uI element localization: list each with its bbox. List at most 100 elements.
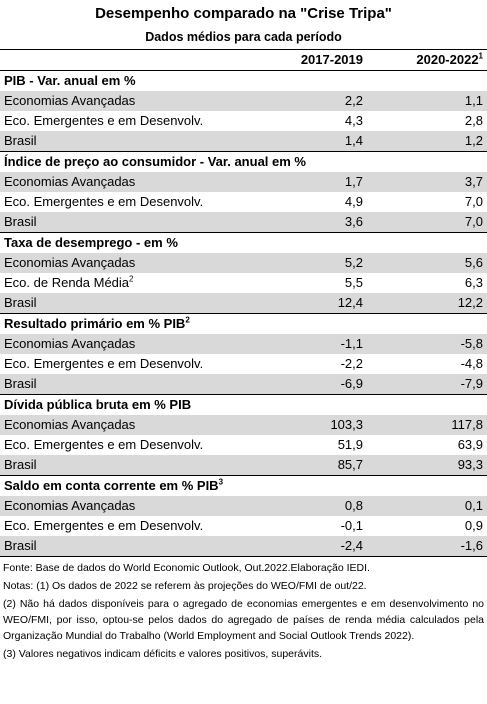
value-cell: 4,3	[344, 113, 363, 128]
label: Eco. de Renda Média	[4, 275, 130, 290]
value-cell: 12,4	[265, 293, 367, 314]
row-label: Economias Avançadas	[0, 496, 265, 516]
footnote: Notas: (1) Os dados de 2022 se referem à…	[3, 580, 367, 592]
data-row: Eco. Emergentes e em Desenvolv. 4,9 7,0	[0, 192, 487, 212]
column-label: 2017-2019	[300, 52, 363, 67]
section-title: Taxa de desemprego - em %	[0, 232, 487, 253]
value-cell: 5,5	[344, 275, 363, 290]
value-cell: 12,2	[367, 293, 487, 314]
value-cell: 2,2	[265, 91, 367, 111]
section-label: Resultado primário em % PIB	[4, 316, 186, 331]
data-row: Eco. Emergentes e em Desenvolv. -2,2 -4,8	[0, 354, 487, 374]
section-row: Taxa de desemprego - em %	[0, 232, 487, 253]
value-cell: -2,4	[265, 536, 367, 557]
data-row: Brasil -2,4 -1,6	[0, 536, 487, 557]
section-title: Dívida pública bruta em % PIB	[0, 394, 487, 415]
note-mark: 1	[478, 51, 483, 61]
value-cell: -1,6	[367, 536, 487, 557]
row-label: Economias Avançadas	[0, 172, 265, 192]
data-row: Economias Avançadas 5,2 5,6	[0, 253, 487, 273]
value-cell: -6,9	[265, 374, 367, 395]
value-cell: 0,9	[464, 518, 483, 533]
value-cell: 1,1	[367, 91, 487, 111]
label: Brasil	[4, 214, 37, 229]
label: Eco. Emergentes e em Desenvolv.	[4, 194, 204, 209]
label: Economias Avançadas	[4, 93, 136, 108]
footnote: (3) Valores negativos indicam déficits e…	[3, 648, 323, 660]
page: Desempenho comparado na "Crise Tripa" Da…	[0, 5, 487, 660]
column-header: 2020-20221	[367, 49, 487, 71]
label: Brasil	[4, 133, 37, 148]
value-cell: -4,8	[460, 356, 483, 371]
label: Brasil	[4, 457, 37, 472]
value-cell: -7,9	[367, 374, 487, 395]
footnote: (2) Não há dados disponíveis para o agre…	[3, 598, 484, 642]
section-title: Resultado primário em % PIB2	[0, 313, 487, 334]
data-row: Brasil 3,6 7,0	[0, 212, 487, 233]
value-cell: 1,7	[265, 172, 367, 192]
section-row: Saldo em conta corrente em % PIB3	[0, 475, 487, 496]
table: 2017-2019 2020-20221 PIB - Var. anual em %…	[0, 49, 487, 557]
value-cell: 85,7	[265, 455, 367, 476]
label: Economias Avançadas	[4, 417, 136, 432]
data-row: Eco. Emergentes e em Desenvolv. 51,9 63,9	[0, 435, 487, 455]
section-row: Índice de preço ao consumidor - Var. anu…	[0, 151, 487, 172]
footnote: Fonte: Base de dados do World Economic O…	[3, 562, 370, 574]
value-cell: -1,1	[265, 334, 367, 354]
section-row: Dívida pública bruta em % PIB	[0, 394, 487, 415]
value-cell: 6,3	[464, 275, 483, 290]
value-cell: 5,2	[265, 253, 367, 273]
header-row: 2017-2019 2020-20221	[0, 49, 487, 71]
data-row: Economias Avançadas 0,8 0,1	[0, 496, 487, 516]
value-cell: 7,0	[464, 194, 483, 209]
data-row: Brasil 1,4 1,2	[0, 131, 487, 152]
value-cell: -2,2	[340, 356, 363, 371]
section-label: Taxa de desemprego - em %	[4, 235, 178, 250]
row-label: Eco. de Renda Média2	[0, 273, 265, 293]
section-row: PIB - Var. anual em %	[0, 70, 487, 91]
row-label: Economias Avançadas	[0, 334, 265, 354]
value-cell: -0,1	[340, 518, 363, 533]
row-label: Brasil	[0, 131, 265, 152]
value-cell: 7,0	[367, 212, 487, 233]
data-row: Brasil -6,9 -7,9	[0, 374, 487, 395]
column-label: 2020-2022	[416, 52, 479, 67]
value-cell: 103,3	[265, 415, 367, 435]
row-label: Eco. Emergentes e em Desenvolv.	[0, 111, 265, 131]
value-cell: 5,6	[367, 253, 487, 273]
data-row: Economias Avançadas 1,7 3,7	[0, 172, 487, 192]
data-row: Economias Avançadas -1,1 -5,8	[0, 334, 487, 354]
title: Desempenho comparado na "Crise Tripa"	[95, 5, 392, 22]
value-cell: 3,6	[265, 212, 367, 233]
value-cell: 1,2	[367, 131, 487, 152]
value-cell: 63,9	[457, 437, 483, 452]
label: Economias Avançadas	[4, 174, 136, 189]
row-label: Eco. Emergentes e em Desenvolv.	[0, 516, 265, 536]
data-row: Economias Avançadas 2,2 1,1	[0, 91, 487, 111]
row-label: Brasil	[0, 455, 265, 476]
label: Economias Avançadas	[4, 255, 136, 270]
value-cell: 93,3	[367, 455, 487, 476]
note-mark: 3	[218, 477, 224, 487]
row-label: Eco. Emergentes e em Desenvolv.	[0, 192, 265, 212]
data-row: Eco. Emergentes e em Desenvolv. 4,3 2,8	[0, 111, 487, 131]
label: Economias Avançadas	[4, 336, 136, 351]
row-label: Economias Avançadas	[0, 415, 265, 435]
label: Eco. Emergentes e em Desenvolv.	[4, 113, 204, 128]
section-title: Saldo em conta corrente em % PIB3	[0, 475, 487, 496]
label: Eco. Emergentes e em Desenvolv.	[4, 356, 204, 371]
row-label: Eco. Emergentes e em Desenvolv.	[0, 435, 265, 455]
data-row: Economias Avançadas 103,3 117,8	[0, 415, 487, 435]
row-label: Eco. Emergentes e em Desenvolv.	[0, 354, 265, 374]
section-title: Índice de preço ao consumidor - Var. anu…	[0, 151, 487, 172]
section-row: Resultado primário em % PIB2	[0, 313, 487, 334]
value-cell: 0,1	[367, 496, 487, 516]
data-row: Brasil 85,7 93,3	[0, 455, 487, 476]
section-title: PIB - Var. anual em %	[0, 70, 487, 91]
value-cell: 3,7	[367, 172, 487, 192]
column-header: 2017-2019	[265, 49, 367, 71]
blank-cell	[0, 49, 265, 71]
data-row: Eco. Emergentes e em Desenvolv. -0,1 0,9	[0, 516, 487, 536]
value-cell: 117,8	[367, 415, 487, 435]
value-cell: 2,8	[464, 113, 483, 128]
